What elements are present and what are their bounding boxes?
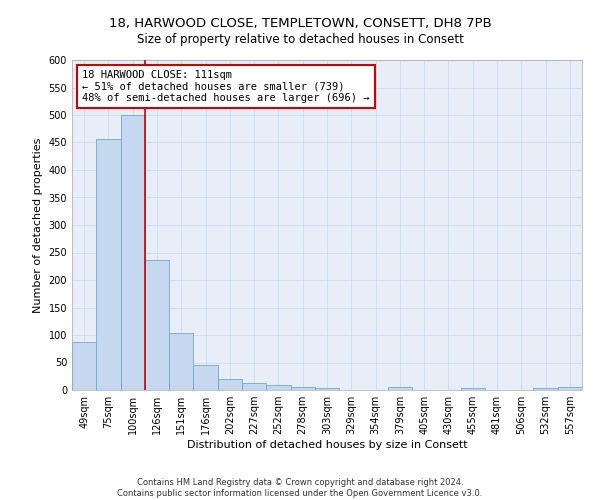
Bar bbox=[266, 385, 290, 390]
Bar bbox=[145, 260, 169, 390]
Text: Contains HM Land Registry data © Crown copyright and database right 2024.
Contai: Contains HM Land Registry data © Crown c… bbox=[118, 478, 482, 498]
X-axis label: Distribution of detached houses by size in Consett: Distribution of detached houses by size … bbox=[187, 440, 467, 450]
Bar bbox=[193, 364, 218, 390]
Bar bbox=[169, 333, 193, 390]
Y-axis label: Number of detached properties: Number of detached properties bbox=[33, 138, 43, 312]
Bar bbox=[72, 342, 96, 390]
Bar bbox=[315, 388, 339, 390]
Bar bbox=[96, 138, 121, 390]
Bar bbox=[388, 387, 412, 390]
Bar bbox=[121, 115, 145, 390]
Bar bbox=[533, 388, 558, 390]
Bar bbox=[242, 383, 266, 390]
Text: 18 HARWOOD CLOSE: 111sqm
← 51% of detached houses are smaller (739)
48% of semi-: 18 HARWOOD CLOSE: 111sqm ← 51% of detach… bbox=[82, 70, 370, 103]
Bar bbox=[558, 387, 582, 390]
Text: 18, HARWOOD CLOSE, TEMPLETOWN, CONSETT, DH8 7PB: 18, HARWOOD CLOSE, TEMPLETOWN, CONSETT, … bbox=[109, 18, 491, 30]
Bar bbox=[290, 386, 315, 390]
Text: Size of property relative to detached houses in Consett: Size of property relative to detached ho… bbox=[137, 32, 463, 46]
Bar bbox=[218, 379, 242, 390]
Bar bbox=[461, 388, 485, 390]
